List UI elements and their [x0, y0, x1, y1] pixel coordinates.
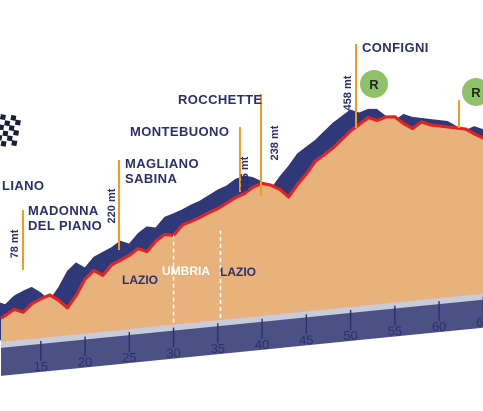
- profile-outline: [0, 115, 483, 320]
- km-label-65: 65: [476, 315, 483, 330]
- place-altitude: 220 mt: [106, 188, 118, 223]
- place-name: ROCCHETTE: [178, 92, 263, 107]
- place-altitude: 458 mt: [342, 75, 354, 110]
- km-label-25: 25: [122, 350, 136, 365]
- place-altitude: 78 mt: [9, 229, 21, 258]
- km-label-30: 30: [166, 346, 180, 361]
- km-label-35: 35: [211, 341, 225, 356]
- badge-letter: R: [369, 77, 379, 92]
- km-label-15: 15: [34, 359, 48, 374]
- place-marker: LIANO: [0, 112, 44, 193]
- km-label-40: 40: [255, 337, 269, 352]
- region-label-umbria: UMBRIA: [162, 264, 210, 278]
- km-label-45: 45: [299, 332, 313, 347]
- region-label-lazio: LAZIO: [220, 265, 256, 279]
- badge-letter: R: [471, 85, 481, 100]
- place-name: DEL PIANO: [28, 218, 102, 233]
- sprint-badge-icon: [360, 70, 388, 98]
- road-slab: [1, 293, 483, 376]
- km-label-20: 20: [78, 354, 92, 369]
- region-label-lazio: LAZIO: [122, 273, 158, 287]
- place-name: CONFIGNI: [362, 40, 429, 55]
- place-name: MAGLIANO: [125, 156, 199, 171]
- place-name: MONTEBUONO: [130, 124, 229, 139]
- place-marker: ROCCHETTE 238 mt: [178, 92, 281, 196]
- place-marker: R: [458, 78, 483, 128]
- place-altitude: 316 mt: [239, 156, 251, 191]
- km-label-55: 55: [388, 324, 402, 339]
- km-label-60: 60: [432, 319, 446, 334]
- checkered-flag-icon: [0, 112, 22, 147]
- place-marker: CONFIGNI 458 mt R: [342, 40, 429, 128]
- place-name: LIANO: [2, 178, 44, 193]
- road-highlight: [1, 293, 483, 348]
- km-label-50: 50: [343, 328, 357, 343]
- profile-area: [1, 116, 483, 342]
- place-name: MADONNA: [28, 203, 99, 218]
- place-altitude: 238 mt: [269, 125, 281, 160]
- place-name: SABINA: [125, 171, 177, 186]
- sprint-badge-icon: [462, 78, 483, 106]
- place-marker: MONTEBUONO 316 mt: [130, 124, 251, 192]
